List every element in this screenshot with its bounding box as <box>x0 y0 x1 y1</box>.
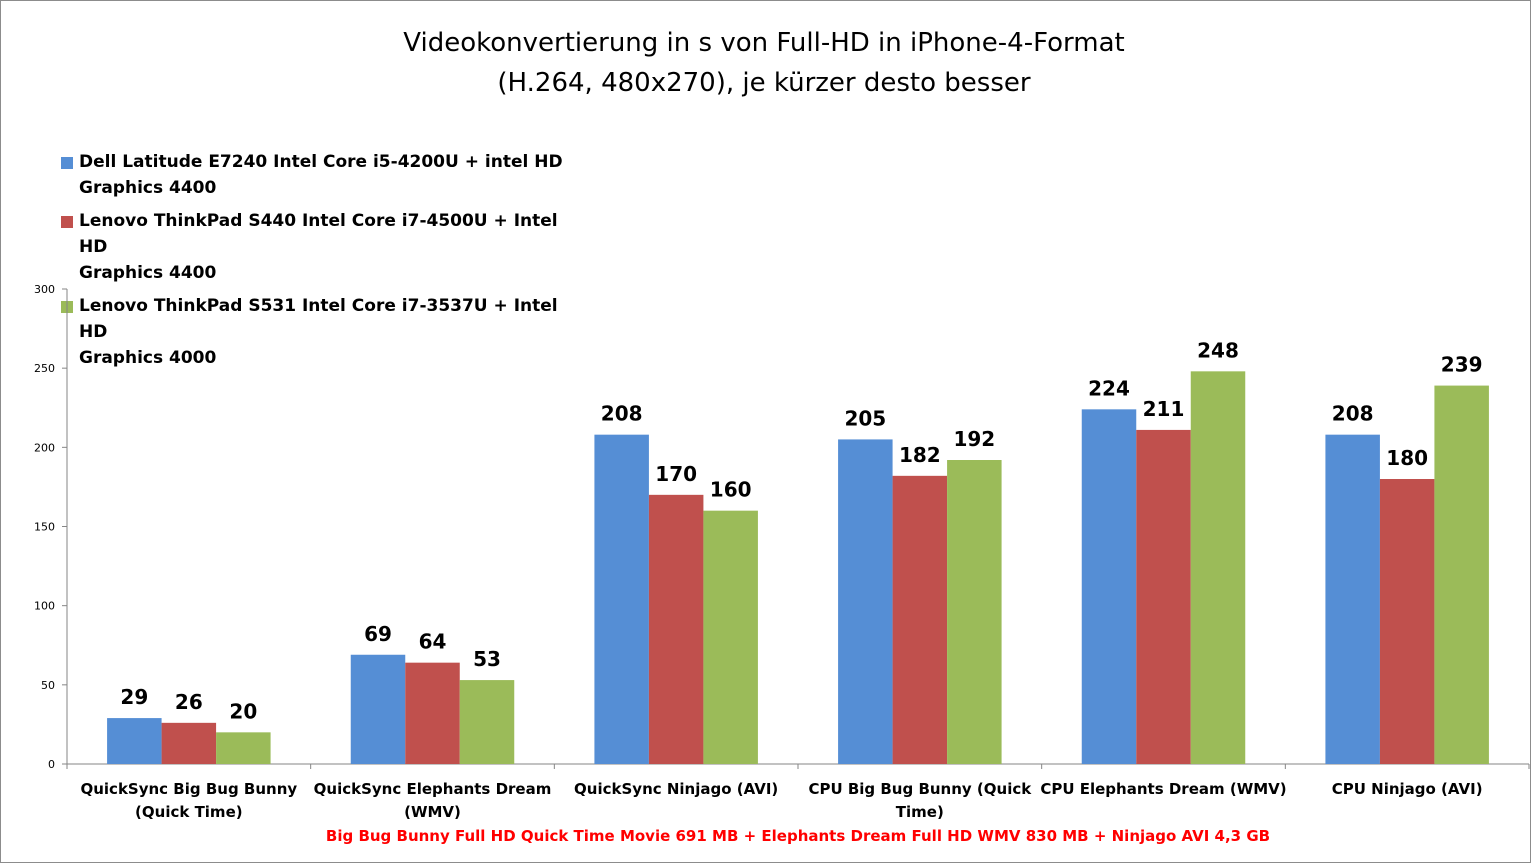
y-tick-label: 300 <box>34 283 55 296</box>
bar <box>216 732 271 764</box>
data-label: 53 <box>473 647 501 671</box>
bar <box>1434 385 1489 764</box>
data-label: 192 <box>953 427 995 451</box>
data-label: 224 <box>1088 376 1130 400</box>
bar <box>892 475 948 764</box>
bar <box>1190 371 1246 764</box>
y-tick-label: 100 <box>34 600 55 613</box>
bar <box>1081 409 1137 764</box>
x-category-label: QuickSync Elephants Dream <box>314 780 552 798</box>
data-label: 69 <box>364 622 392 646</box>
legend-item-lenovo-s440: Lenovo ThinkPad S440 Intel Core i7-4500U… <box>61 208 581 286</box>
data-label: 160 <box>710 478 752 502</box>
bar <box>459 680 515 764</box>
data-label: 64 <box>419 630 447 654</box>
data-label: 29 <box>120 685 148 709</box>
y-tick-label: 50 <box>41 679 55 692</box>
bar <box>1379 479 1435 764</box>
bar <box>1136 429 1191 764</box>
data-label: 20 <box>229 699 257 723</box>
legend-label-line-1: Lenovo ThinkPad S440 Intel Core i7-4500U… <box>79 211 558 257</box>
chart-title-line-2: (H.264, 480x270), je kürzer desto besser <box>497 68 1031 98</box>
x-category-label: CPU Big Bug Bunny (Quick <box>808 780 1032 798</box>
bar <box>107 718 162 764</box>
data-label: 26 <box>175 690 203 714</box>
bar <box>594 434 649 764</box>
x-category-label: Time) <box>896 803 944 821</box>
chart-footnote: Big Bug Bunny Full HD Quick Time Movie 6… <box>325 827 1271 845</box>
y-tick-label: 0 <box>48 758 55 771</box>
data-label: 170 <box>655 462 697 486</box>
bar <box>405 662 460 764</box>
data-label: 180 <box>1386 446 1428 470</box>
legend-label-line-2: Graphics 4400 <box>79 178 217 198</box>
x-category-label: (WMV) <box>404 803 461 821</box>
bar <box>648 494 704 764</box>
x-category-label: CPU Ninjago (AVI) <box>1332 780 1483 798</box>
chart-legend: Dell Latitude E7240 Intel Core i5-4200U … <box>61 149 581 378</box>
data-label: 211 <box>1143 397 1185 421</box>
data-label: 239 <box>1441 353 1483 377</box>
legend-item-lenovo-s531: Lenovo ThinkPad S531 Intel Core i7-3537U… <box>61 293 581 371</box>
legend-label-line-1: Dell Latitude E7240 Intel Core i5-4200U … <box>79 152 563 172</box>
data-label: 208 <box>601 402 643 426</box>
bar <box>838 439 893 764</box>
legend-swatch-lenovo-s440 <box>61 216 73 228</box>
x-category-label: CPU Elephants Dream (WMV) <box>1040 780 1286 798</box>
y-tick-label: 250 <box>34 362 55 375</box>
bar <box>703 510 758 764</box>
x-category-label: QuickSync Big Bug Bunny <box>80 780 297 798</box>
legend-label-line-2: Graphics 4000 <box>79 348 217 368</box>
bar <box>161 722 217 764</box>
legend-label-line-1: Lenovo ThinkPad S531 Intel Core i7-3537U… <box>79 296 558 342</box>
x-category-label: (Quick Time) <box>135 803 243 821</box>
x-category-label: QuickSync Ninjago (AVI) <box>574 780 778 798</box>
data-label: 182 <box>899 443 941 467</box>
bar <box>1325 434 1380 764</box>
y-tick-label: 200 <box>34 441 55 454</box>
bar <box>350 654 406 764</box>
y-tick-label: 150 <box>34 521 55 534</box>
chart-title-line-1: Videokonvertierung in s von Full-HD in i… <box>403 28 1125 58</box>
data-label: 248 <box>1197 338 1239 362</box>
data-label: 205 <box>844 406 886 430</box>
bar <box>947 460 1002 764</box>
data-label: 208 <box>1332 402 1374 426</box>
legend-swatch-dell-e7240 <box>61 157 73 169</box>
chart-title: Videokonvertierung in s von Full-HD in i… <box>1 23 1527 103</box>
legend-item-dell-e7240: Dell Latitude E7240 Intel Core i5-4200U … <box>61 149 581 201</box>
legend-label-line-2: Graphics 4400 <box>79 263 217 283</box>
